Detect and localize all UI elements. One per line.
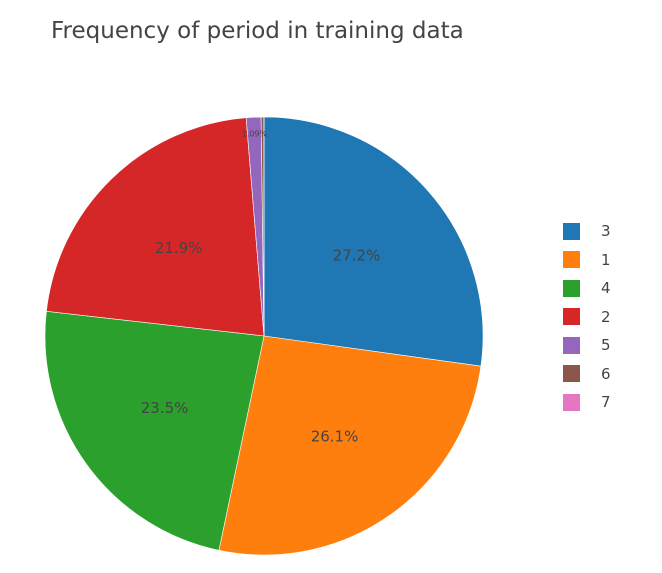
pie-slice-labels: 27.2% 26.1% 23.5% 21.9% 1.09% bbox=[141, 130, 381, 446]
pie-slice-4[interactable] bbox=[44, 310, 265, 551]
legend-item-1[interactable]: 1 bbox=[563, 246, 611, 275]
legend-swatch bbox=[563, 251, 580, 269]
legend-swatch bbox=[563, 222, 580, 240]
legend-item-3[interactable]: 3 bbox=[563, 217, 611, 246]
legend-swatch bbox=[563, 279, 580, 297]
legend-label: 1 bbox=[601, 250, 611, 269]
legend-label: 5 bbox=[601, 336, 611, 355]
legend-label: 2 bbox=[601, 307, 611, 326]
pie-slice-3[interactable] bbox=[263, 116, 484, 367]
legend-item-7[interactable]: 7 bbox=[563, 388, 611, 417]
legend-item-6[interactable]: 6 bbox=[563, 360, 611, 389]
legend-swatch bbox=[563, 365, 580, 383]
legend-label: 4 bbox=[601, 279, 611, 298]
slice-label-4: 23.5% bbox=[141, 399, 189, 417]
legend-item-5[interactable]: 5 bbox=[563, 331, 611, 360]
pie-slice-2[interactable] bbox=[46, 117, 265, 337]
slice-label-5: 1.09% bbox=[242, 130, 268, 139]
legend-item-4[interactable]: 4 bbox=[563, 274, 611, 303]
legend-item-2[interactable]: 2 bbox=[563, 303, 611, 332]
legend-label: 3 bbox=[601, 222, 611, 241]
legend-swatch bbox=[563, 308, 580, 326]
legend-swatch bbox=[563, 336, 580, 354]
legend: 3 1 4 2 5 6 7 bbox=[563, 217, 611, 417]
pie-slice-1[interactable] bbox=[218, 335, 482, 556]
chart-title: Frequency of period in training data bbox=[51, 18, 464, 44]
legend-label: 6 bbox=[601, 364, 611, 383]
slice-label-1: 26.1% bbox=[311, 427, 359, 445]
slice-label-3: 27.2% bbox=[333, 246, 381, 264]
pie-slices bbox=[44, 116, 484, 556]
legend-swatch bbox=[563, 393, 580, 411]
legend-label: 7 bbox=[601, 393, 611, 412]
slice-label-2: 21.9% bbox=[155, 239, 203, 257]
